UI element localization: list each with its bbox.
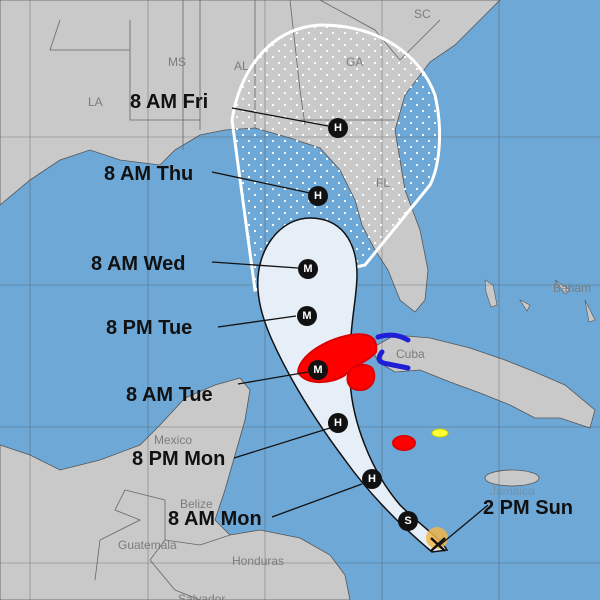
land-cuba bbox=[371, 334, 596, 429]
track-point[interactable]: S bbox=[398, 511, 418, 531]
label-cuba: Cuba bbox=[396, 347, 425, 361]
country-borders bbox=[94, 489, 231, 600]
label-la: LA bbox=[88, 95, 103, 109]
track-point[interactable]: H bbox=[308, 186, 328, 206]
land-central-america bbox=[0, 377, 351, 600]
time-label: 8 AM Tue bbox=[126, 384, 213, 406]
time-label: 8 PM Mon bbox=[132, 448, 225, 470]
land-bahamas bbox=[484, 279, 596, 323]
svg-text:S: S bbox=[404, 515, 411, 527]
svg-text:M: M bbox=[302, 310, 311, 322]
leader-lines bbox=[211, 107, 489, 546]
track-point[interactable]: M bbox=[298, 259, 318, 279]
land-jamaica bbox=[484, 469, 540, 487]
svg-text:M: M bbox=[303, 263, 312, 275]
track-point[interactable]: H bbox=[328, 413, 348, 433]
forecast-cone-outer bbox=[230, 23, 442, 292]
tropical-storm-watch-area bbox=[431, 428, 449, 438]
track-point[interactable]: H bbox=[328, 118, 348, 138]
track-point[interactable]: M bbox=[297, 306, 317, 326]
svg-text:H: H bbox=[334, 417, 342, 429]
time-label: 8 AM Mon bbox=[168, 508, 262, 530]
svg-text:H: H bbox=[368, 473, 376, 485]
label-jamaica: Jamaica bbox=[490, 484, 535, 498]
time-label: 8 AM Fri bbox=[130, 91, 208, 113]
svg-text:H: H bbox=[334, 122, 342, 134]
svg-text:H: H bbox=[314, 190, 322, 202]
label-bahamas: Baham bbox=[553, 281, 591, 295]
time-label: 2 PM Sun bbox=[483, 497, 573, 519]
time-label: 8 AM Wed bbox=[91, 253, 185, 275]
time-label: 8 PM Tue bbox=[106, 317, 192, 339]
track-point[interactable]: H bbox=[362, 469, 382, 489]
time-label: 8 AM Thu bbox=[104, 163, 193, 185]
label-belize: Belize bbox=[180, 497, 213, 511]
label-ms: MS bbox=[168, 55, 186, 69]
track-point[interactable]: M bbox=[308, 360, 328, 380]
tropical-storm-warning-areas bbox=[375, 332, 411, 371]
label-mexico: Mexico bbox=[154, 433, 192, 447]
label-sc: SC bbox=[414, 7, 431, 21]
current-position-x-icon bbox=[430, 537, 446, 552]
label-al: AL bbox=[234, 59, 249, 73]
label-salvador: Salvador bbox=[178, 592, 225, 600]
svg-text:M: M bbox=[313, 364, 322, 376]
forecast-cone-inner bbox=[257, 217, 449, 553]
label-honduras: Honduras bbox=[232, 554, 284, 568]
label-guatemala: Guatemala bbox=[118, 538, 177, 552]
